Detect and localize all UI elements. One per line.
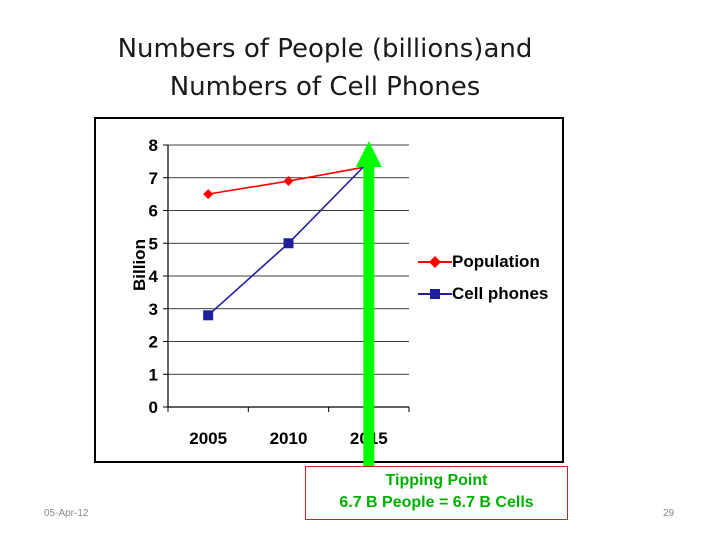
y-tick-label: 6 <box>149 202 158 221</box>
data-point <box>283 176 294 187</box>
data-point <box>283 238 294 249</box>
legend-marker-population <box>418 256 452 268</box>
y-tick-label: 0 <box>149 398 158 417</box>
x-tick-label: 2005 <box>189 429 227 448</box>
arrow-shaft <box>363 164 375 467</box>
title-line-2: Numbers of Cell Phones <box>169 72 481 102</box>
legend-marker-cell-phones <box>418 289 452 299</box>
data-point <box>203 189 214 200</box>
series-lines <box>203 156 374 321</box>
y-tick-label: 3 <box>149 300 158 319</box>
callout-line-2: 6.7 B People = 6.7 B Cells <box>339 494 534 511</box>
y-tick-label: 7 <box>149 169 158 188</box>
chart-frame <box>94 117 564 463</box>
x-tick-label: 2010 <box>270 429 308 448</box>
footer-date: 05-Apr-12 <box>44 508 89 519</box>
legend-label-population: Population <box>452 252 540 271</box>
y-tick-label: 8 <box>149 136 158 155</box>
page-number: 29 <box>663 508 675 519</box>
data-point <box>203 310 214 321</box>
tick-labels: 012345678200520102015 <box>149 136 388 448</box>
y-tick-label: 2 <box>149 333 158 352</box>
y-tick-label: 4 <box>149 267 159 286</box>
tipping-point-callout: Tipping Point 6.7 B People = 6.7 B Cells <box>305 466 568 520</box>
y-tick-label: 5 <box>149 234 158 253</box>
slide-title: Numbers of People (billions)and Numbers … <box>0 30 650 106</box>
title-line-1: Numbers of People (billions)and <box>117 34 533 64</box>
legend-item-population: Population <box>418 252 540 272</box>
legend-item-cell-phones: Cell phones <box>418 284 548 304</box>
y-tick-label: 1 <box>149 365 158 384</box>
y-axis-label: Billion <box>130 239 149 291</box>
arrow-head <box>355 141 382 167</box>
tipping-point-arrow <box>355 141 382 467</box>
callout-line-1: Tipping Point <box>385 472 488 489</box>
legend-label-cell-phones: Cell phones <box>452 284 549 303</box>
